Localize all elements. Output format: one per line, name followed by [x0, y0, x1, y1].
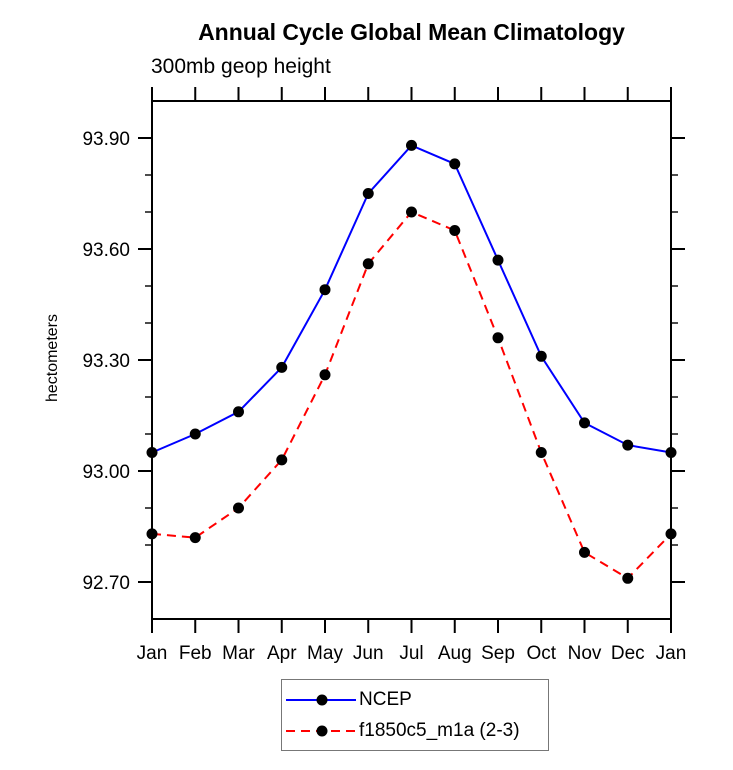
chart-subtitle: 300mb geop height [151, 55, 331, 78]
y-tick-label: 93.60 [82, 240, 130, 261]
x-tick-label: Nov [568, 643, 602, 664]
data-point-marker [233, 502, 244, 514]
data-point-marker [622, 439, 634, 451]
x-tick-label: Dec [611, 643, 645, 664]
y-tick-label: 93.90 [82, 129, 130, 150]
x-tick-label: May [307, 643, 343, 664]
x-tick-label: Jun [353, 643, 384, 664]
legend-label-model: f1850c5_m1a (2-3) [359, 719, 520, 741]
x-tick-label: Mar [222, 643, 255, 664]
data-point-marker [319, 369, 331, 381]
y-tick-label: 93.00 [82, 462, 130, 483]
data-point-marker [535, 350, 547, 362]
legend-item-ncep: NCEP [282, 684, 548, 715]
data-point-marker [622, 572, 634, 584]
x-tick-label: Aug [438, 643, 472, 664]
data-point-marker [362, 188, 374, 199]
ncep-line-sample [286, 694, 356, 705]
x-tick-label: Jan [656, 643, 687, 664]
data-point-marker [665, 528, 677, 540]
series-line [151, 210, 672, 580]
data-point-marker [579, 417, 590, 429]
data-point-marker [189, 532, 201, 544]
legend: NCEP f1850c5_m1a (2-3) [281, 679, 549, 751]
data-point-marker [406, 139, 417, 151]
x-tick-label: Jul [399, 643, 423, 664]
data-point-marker [362, 258, 374, 270]
x-tick-label: Oct [526, 643, 556, 664]
data-point-marker [146, 528, 158, 540]
data-point-marker [276, 361, 288, 373]
data-point-marker [492, 332, 504, 344]
legend-label-ncep: NCEP [359, 688, 412, 710]
x-tick-label: Jan [137, 643, 168, 664]
data-point-marker [276, 454, 288, 466]
chart-title: Annual Cycle Global Mean Climatology [198, 19, 625, 45]
legend-item-model: f1850c5_m1a (2-3) [282, 715, 548, 746]
data-point-marker [449, 158, 461, 170]
data-point-marker [492, 254, 504, 266]
data-point-marker [535, 447, 547, 458]
model-line-sample [286, 725, 356, 736]
x-tick-label: Feb [179, 643, 212, 664]
data-point-marker [406, 206, 417, 218]
data-point-marker [449, 225, 461, 236]
legend-marker-dot [316, 694, 328, 705]
data-point-marker [319, 284, 331, 296]
data-point-marker [579, 546, 590, 558]
data-point-marker [665, 447, 677, 458]
y-tick-label: 92.70 [82, 573, 130, 594]
y-tick-label: 93.30 [82, 351, 130, 372]
x-tick-label: Apr [267, 643, 297, 664]
x-tick-label: Sep [481, 643, 515, 664]
legend-marker-dot [316, 725, 328, 736]
data-point-marker [233, 406, 244, 418]
data-point-marker [189, 428, 201, 440]
series-line [151, 144, 672, 454]
data-point-marker [146, 447, 158, 458]
